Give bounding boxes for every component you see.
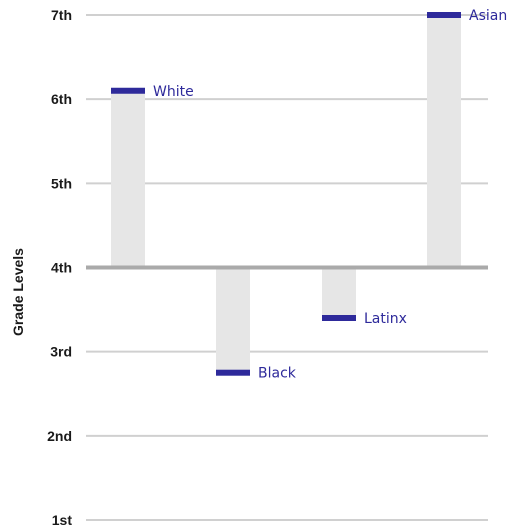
bar [216,267,250,373]
y-tick-label: 2nd [47,428,72,444]
y-tick-label: 6th [51,91,72,107]
y-tick-label: 3rd [50,344,72,360]
gridlines [86,14,488,521]
data-label: Asian [469,8,507,24]
markers [111,12,461,376]
data-label: White [153,84,194,100]
y-tick-label: 4th [51,260,72,276]
y-tick-label: 1st [52,512,73,528]
bar [111,90,145,268]
bar [322,267,356,318]
data-labels: White Black Latinx Asian [153,8,507,382]
y-axis-title: Grade Levels [10,248,26,336]
value-marker [427,12,461,18]
bars [111,15,461,373]
value-marker [111,87,145,94]
value-marker [216,369,250,376]
data-label: Latinx [364,311,407,327]
y-tick-label: 7th [51,7,72,23]
data-label: Black [258,366,297,382]
y-tick-labels: 1st 2nd 3rd 4th 5th 6th 7th [47,7,72,528]
value-marker [322,315,356,321]
y-tick-label: 5th [51,175,72,191]
bar [427,15,461,268]
